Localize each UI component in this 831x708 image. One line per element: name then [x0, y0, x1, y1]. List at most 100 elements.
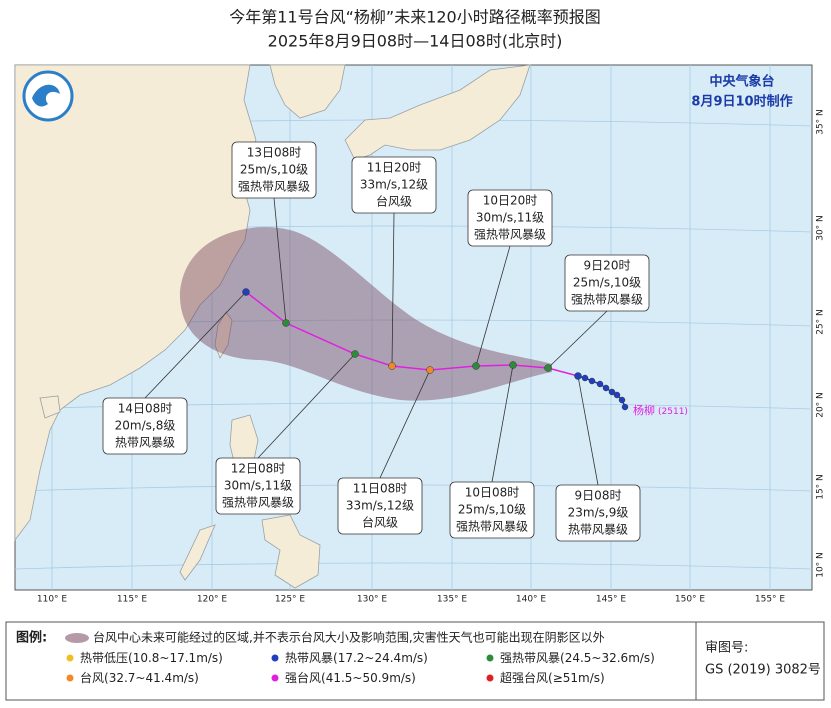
label-box [555, 484, 641, 542]
korea [269, 64, 346, 119]
legend-dot [271, 674, 279, 682]
forecast-time: 14日08时 [118, 402, 173, 416]
forecast-wind: 30m/s,11级 [476, 211, 544, 225]
forecast-wind: 23m/s,9级 [568, 506, 629, 520]
forecast-category: 热带风暴级 [115, 436, 175, 450]
lat-label: 10° N [816, 552, 826, 578]
forecast-time: 13日08时 [247, 146, 302, 160]
subtitle: 2025年8月9日08时—14日08时(北京时) [268, 32, 563, 51]
parallel [14, 562, 813, 570]
leader-line [547, 310, 608, 369]
forecast-wind: 20m/s,8级 [115, 419, 176, 433]
lat-label: 30° N [816, 215, 826, 241]
legend-dot [486, 654, 494, 662]
storm-name: 杨柳 (2511) [633, 403, 688, 417]
forecast-time: 10日20时 [483, 194, 538, 208]
past-point [613, 391, 621, 399]
forecast-category: 强热带风暴级 [238, 180, 310, 194]
forecast-time: 11日08时 [353, 482, 408, 496]
forecast-labels: 9日08时23m/s,9级热带风暴级9日20时25m/s,10级强热带风暴级10… [102, 141, 650, 542]
lon-label: 115° E [117, 595, 148, 605]
past-point [602, 384, 610, 392]
legend-item-range: (17.2~24.4m/s) [333, 651, 428, 665]
legend-cone-icon [65, 633, 89, 643]
forecast-category: 热带风暴级 [568, 523, 628, 537]
forecast-point [509, 361, 517, 369]
forecast-wind: 25m/s,10级 [240, 163, 308, 177]
title: 今年第11号台风“杨柳”未来120小时路径概率预报图 [229, 8, 600, 27]
legend-item: 热带风暴(17.2~24.4m/s) [285, 651, 428, 665]
approval-label: 审图号: [705, 641, 748, 656]
forecast-wind: 33m/s,12级 [346, 499, 414, 513]
forecast-time: 10日08时 [465, 486, 520, 500]
leader-line [257, 353, 356, 459]
leader-line [144, 291, 247, 399]
legend-dot [486, 674, 494, 682]
label-box [564, 254, 650, 312]
leader-line [391, 212, 395, 367]
lon-label: 135° E [437, 595, 468, 605]
forecast-point [574, 372, 582, 380]
forecast-category: 台风级 [376, 194, 412, 209]
forecast-time: 9日20时 [584, 259, 631, 273]
forecast-point [426, 366, 434, 374]
legend-item-range: (10.8~17.1m/s) [128, 651, 223, 665]
logo [22, 70, 74, 122]
lat-label: 35° N [816, 109, 826, 135]
lon-label: 130° E [357, 595, 388, 605]
past-point [596, 380, 604, 388]
lon-label: 125° E [275, 595, 306, 605]
legend-item: 台风(32.7~41.4m/s) [80, 670, 199, 685]
label-box [215, 457, 301, 515]
leader-line [577, 375, 599, 486]
leader-line [379, 369, 431, 479]
legend-dot [271, 654, 279, 662]
past-points [581, 374, 629, 411]
legend-title: 图例: [16, 630, 47, 646]
leader-line [491, 364, 514, 483]
legend-dot [66, 654, 74, 662]
past-point [608, 388, 616, 396]
forecast-point [472, 362, 480, 370]
legend-item-name: 热带低压 [80, 651, 128, 665]
forecast-cone [179, 227, 552, 401]
label-box [351, 156, 437, 214]
legend-item: 强台风(41.5~50.9m/s) [285, 670, 416, 685]
forecast-time: 9日08时 [575, 489, 622, 503]
forecast-point [282, 319, 290, 327]
label-box [449, 481, 535, 539]
logo-mark [32, 84, 60, 107]
lat-label: 25° N [816, 309, 826, 335]
forecast-point [388, 362, 396, 370]
taiwan [214, 311, 233, 359]
palawan [179, 524, 216, 581]
forecast-wind: 33m/s,12级 [360, 178, 428, 192]
forecast-category: 强热带风暴级 [474, 228, 546, 242]
legend-item: 强热带风暴(24.5~32.6m/s) [500, 651, 655, 665]
leader-line [273, 197, 287, 324]
legend-item-name: 强热带风暴 [500, 651, 560, 665]
legend-item-range: (41.5~50.9m/s) [321, 671, 416, 685]
legend-cone-text: 台风中心未来可能经过的区域,并不表示台风大小及影响范围,灾害性天气也可能出现在阴… [93, 630, 605, 645]
label-box [337, 477, 423, 535]
japan [344, 64, 531, 161]
label-box [102, 397, 188, 455]
issued-time: 8月9日10时制作 [691, 94, 792, 110]
lon-label: 110° E [37, 595, 68, 605]
past-point [581, 374, 589, 382]
legend-item-range: (32.7~41.4m/s) [104, 671, 199, 685]
lon-label: 140° E [516, 595, 547, 605]
lon-label: 120° E [197, 595, 228, 605]
past-point [621, 403, 629, 411]
visayas-mindanao [261, 514, 321, 589]
lon-label: 155° E [755, 595, 786, 605]
forecast-category: 强热带风暴级 [571, 293, 643, 307]
legend-item: 超强台风(≥51m/s) [500, 670, 605, 685]
legend: 图例: 台风中心未来可能经过的区域,并不表示台风大小及影响范围,灾害性天气也可能… [5, 621, 825, 701]
map: 9日08时23m/s,9级热带风暴级9日20时25m/s,10级强热带风暴级10… [14, 64, 813, 591]
legend-dot [66, 674, 74, 682]
forecast-point [351, 350, 359, 358]
agency-name: 中央气象台 [709, 74, 774, 90]
storm-name-text: 杨柳 [633, 403, 655, 417]
